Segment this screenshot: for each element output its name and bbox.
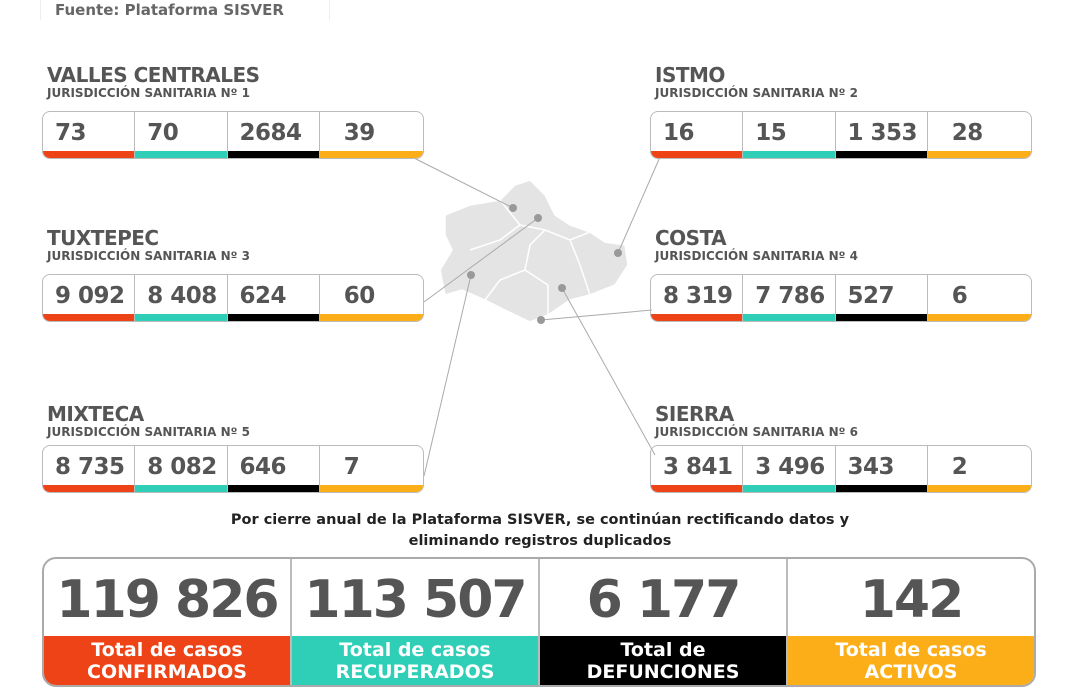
total-label: Total de DEFUNCIONES [540, 636, 786, 685]
total-label: Total de casos ACTIVOS [788, 636, 1034, 685]
connector-lines [413, 156, 661, 477]
region-valles-centrales: VALLES CENTRALES JURISDICCIÓN SANITARIA … [42, 64, 424, 159]
label-line: Total de casos [91, 639, 243, 661]
deaths-value: 527 [835, 275, 928, 321]
region-subtitle: JURISDICCIÓN SANITARIA Nº 4 [655, 249, 858, 263]
confirmed-value: 73 119 [43, 112, 136, 158]
region-subtitle: JURISDICCIÓN SANITARIA Nº 5 [47, 425, 250, 439]
region-subtitle: JURISDICCIÓN SANITARIA Nº 3 [47, 249, 250, 263]
deaths-value: 2684 [227, 112, 320, 158]
total-recovered: 113 507 Total de casos RECUPERADOS [292, 559, 540, 685]
total-value: 119 826 [56, 570, 279, 630]
label-line: Total de [620, 639, 706, 661]
recovered-value: 7 786 [743, 275, 836, 321]
notice-line: eliminando registros duplicados [408, 533, 672, 549]
region-mixteca: MIXTECA JURISDICCIÓN SANITARIA Nº 5 8 73… [42, 403, 424, 493]
region-sierra: SIERRA JURISDICCIÓN SANITARIA Nº 6 3 841… [650, 403, 1032, 493]
label-line: CONFIRMADOS [87, 661, 247, 683]
region-costa: COSTA JURISDICCIÓN SANITARIA Nº 4 8 319 … [650, 227, 1032, 322]
region-subtitle: JURISDICCIÓN SANITARIA Nº 6 [655, 425, 858, 439]
map-points [467, 204, 622, 324]
map-shape [439, 179, 629, 323]
active-value: 28 [927, 112, 1031, 158]
region-stats: 73 119 70 396 2684 39 [42, 111, 424, 159]
total-active: 142 Total de casos ACTIVOS [788, 559, 1034, 685]
total-value: 6 177 [586, 570, 742, 630]
confirmed-value: 3 841 [651, 446, 744, 492]
region-stats: 3 841 3 496 343 2 [650, 445, 1032, 493]
deaths-value: 1 353 [835, 112, 928, 158]
region-tuxtepec: TUXTEPEC JURISDICCIÓN SANITARIA Nº 3 9 0… [42, 227, 424, 322]
region-name: VALLES CENTRALES [47, 63, 260, 87]
region-subtitle: JURISDICCIÓN SANITARIA Nº 1 [47, 86, 250, 100]
region-istmo: ISTMO JURISDICCIÓN SANITARIA Nº 2 16 720… [650, 64, 1032, 159]
label-line: RECUPERADOS [335, 661, 495, 683]
source-label: Fuente: Plataforma SISVER [40, 0, 330, 20]
total-confirmed: 119 826 Total de casos CONFIRMADOS [44, 559, 292, 685]
confirmed-value: 9 092 [43, 275, 136, 321]
recovered-value: 8 408 [135, 275, 228, 321]
active-value: 39 [319, 112, 423, 158]
notice-text: Por cierre anual de la Plataforma SISVER… [0, 510, 1080, 552]
total-value: 142 [859, 570, 965, 630]
region-stats: 9 092 8 408 624 60 [42, 274, 424, 322]
confirmed-value: 8 319 [651, 275, 744, 321]
confirmed-value: 8 735 [43, 446, 136, 492]
map-borders [469, 199, 591, 315]
recovered-value: 3 496 [743, 446, 836, 492]
label-line: ACTIVOS [864, 661, 958, 683]
recovered-value: 70 396 [135, 112, 228, 158]
label-line: Total de casos [835, 639, 987, 661]
confirmed-value: 16 720 [651, 112, 744, 158]
region-stats: 8 735 8 082 646 7 [42, 445, 424, 493]
recovered-value: 8 082 [135, 446, 228, 492]
deaths-value: 624 [227, 275, 320, 321]
region-name: COSTA [655, 226, 727, 250]
active-value: 7 [319, 446, 423, 492]
total-label: Total de casos CONFIRMADOS [44, 636, 290, 685]
region-name: MIXTECA [47, 402, 144, 426]
recovered-value: 15 339 [743, 112, 836, 158]
region-name: TUXTEPEC [47, 226, 159, 250]
active-value: 6 [927, 275, 1031, 321]
total-value: 113 507 [304, 570, 527, 630]
notice-line: Por cierre anual de la Plataforma SISVER… [230, 512, 850, 528]
region-stats: 8 319 7 786 527 6 [650, 274, 1032, 322]
region-name: ISTMO [655, 63, 725, 87]
label-line: DEFUNCIONES [586, 661, 740, 683]
region-name: SIERRA [655, 402, 734, 426]
deaths-value: 343 [835, 446, 928, 492]
region-subtitle: JURISDICCIÓN SANITARIA Nº 2 [655, 86, 858, 100]
deaths-value: 646 [227, 446, 320, 492]
active-value: 2 [927, 446, 1031, 492]
total-label: Total de casos RECUPERADOS [292, 636, 538, 685]
totals-panel: 119 826 Total de casos CONFIRMADOS 113 50… [42, 557, 1036, 687]
region-stats: 16 720 15 339 1 353 28 [650, 111, 1032, 159]
active-value: 60 [319, 275, 423, 321]
label-line: Total de casos [339, 639, 491, 661]
total-deaths: 6 177 Total de DEFUNCIONES [540, 559, 788, 685]
